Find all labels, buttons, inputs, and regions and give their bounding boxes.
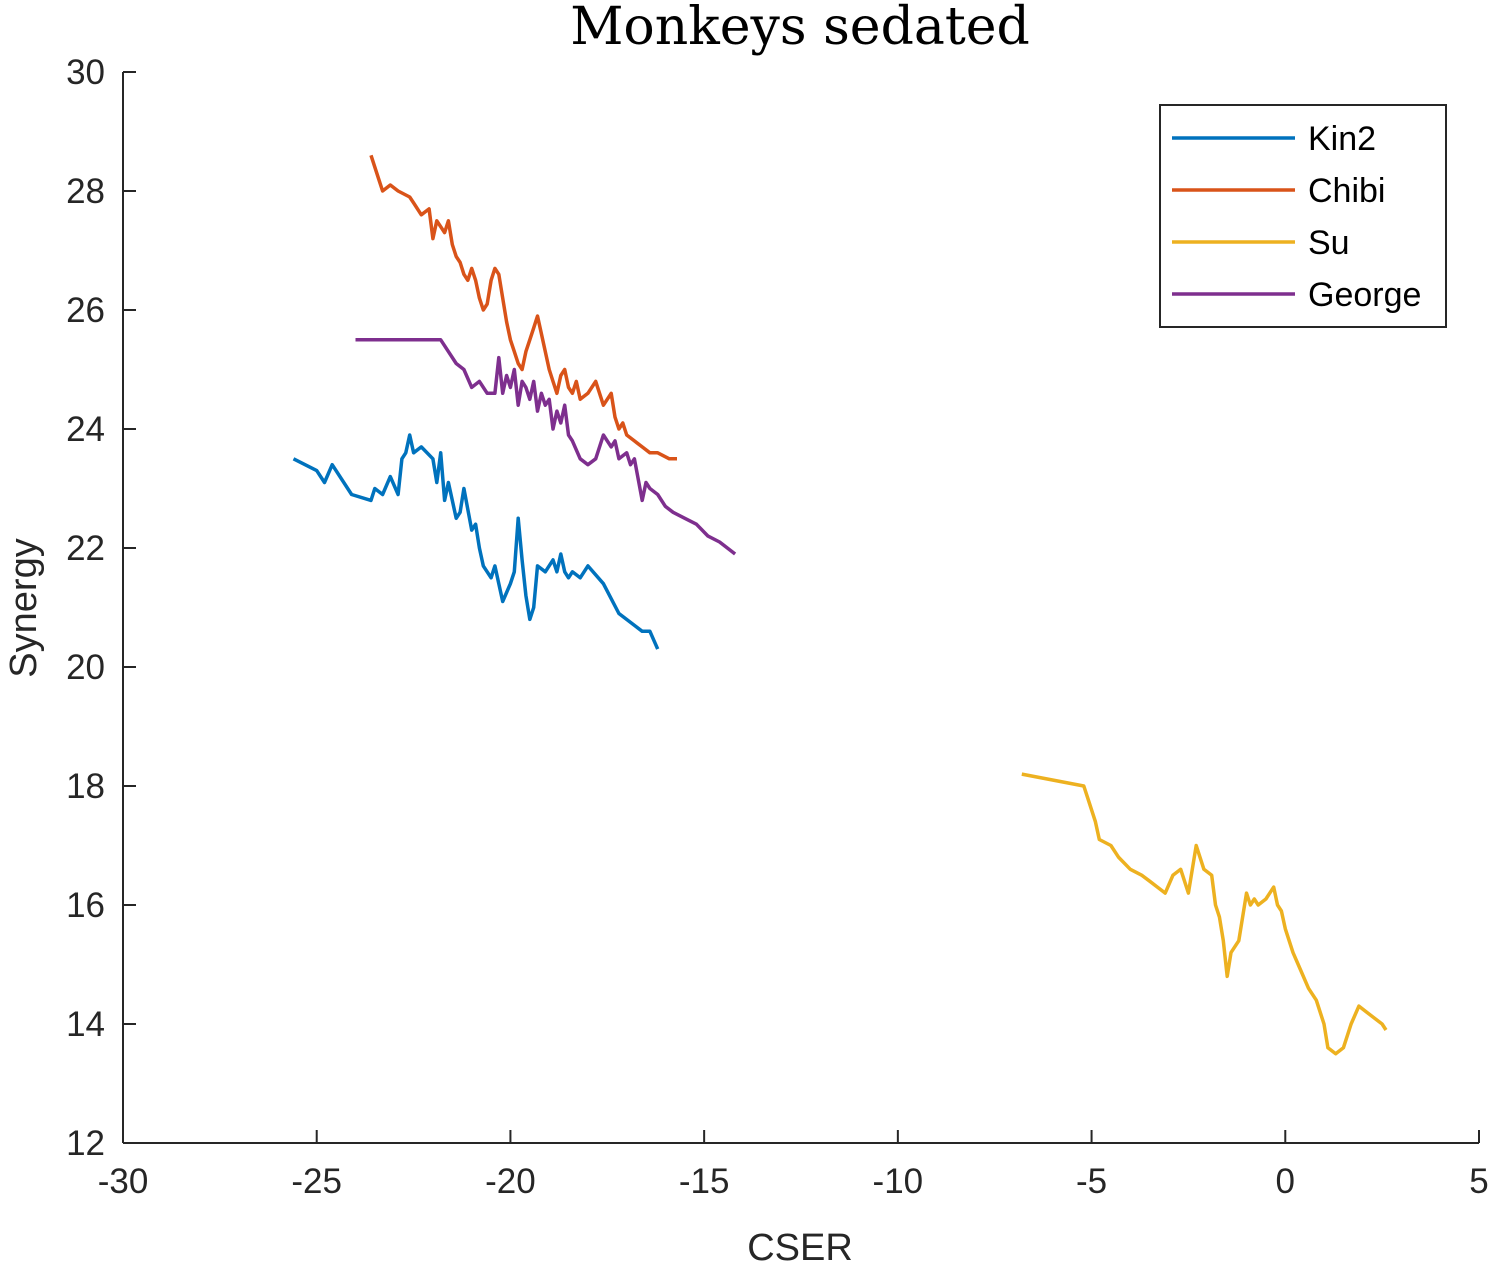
x-tick-label: -20 bbox=[485, 1162, 536, 1201]
y-tick-label: 22 bbox=[66, 529, 105, 568]
y-ticks: 12 14 16 18 20 22 24 26 28 30 bbox=[66, 53, 136, 1163]
y-tick-label: 30 bbox=[66, 53, 105, 92]
legend-label-su: Su bbox=[1308, 224, 1350, 262]
y-axis-label: Synergy bbox=[3, 538, 45, 677]
y-tick-label: 28 bbox=[66, 172, 105, 211]
x-tick-label: 0 bbox=[1276, 1162, 1295, 1201]
legend-label-george: George bbox=[1308, 276, 1421, 314]
x-tick-label: 5 bbox=[1469, 1162, 1488, 1201]
chart-title: Monkeys sedated bbox=[570, 0, 1030, 57]
y-tick-label: 16 bbox=[66, 886, 105, 925]
series-line-su bbox=[1021, 772, 1388, 1056]
series-line-kin2 bbox=[292, 433, 660, 650]
legend-label-chibi: Chibi bbox=[1308, 172, 1385, 210]
plot-lines bbox=[292, 154, 1388, 1056]
x-ticks: -30 -25 -20 -15 -10 -5 0 5 bbox=[98, 1130, 1489, 1201]
y-tick-label: 12 bbox=[66, 1124, 105, 1163]
series-line-chibi bbox=[369, 154, 677, 461]
y-tick-label: 26 bbox=[66, 291, 105, 330]
x-tick-label: -30 bbox=[98, 1162, 149, 1201]
y-tick-label: 20 bbox=[66, 648, 105, 687]
x-axis-label: CSER bbox=[747, 1227, 853, 1266]
legend-label-kin2: Kin2 bbox=[1308, 120, 1376, 158]
series-line-george bbox=[355, 338, 737, 556]
x-tick-label: -25 bbox=[291, 1162, 342, 1201]
legend-box bbox=[1159, 104, 1447, 328]
y-tick-label: 18 bbox=[66, 767, 105, 806]
x-tick-label: -10 bbox=[873, 1162, 924, 1201]
x-tick-label: -15 bbox=[679, 1162, 730, 1201]
legend: Kin2 Chibi Su George bbox=[1159, 104, 1447, 328]
y-tick-label: 14 bbox=[66, 1005, 105, 1044]
axes bbox=[122, 72, 1479, 1144]
x-tick-label: -5 bbox=[1076, 1162, 1107, 1201]
y-tick-label: 24 bbox=[66, 410, 105, 449]
